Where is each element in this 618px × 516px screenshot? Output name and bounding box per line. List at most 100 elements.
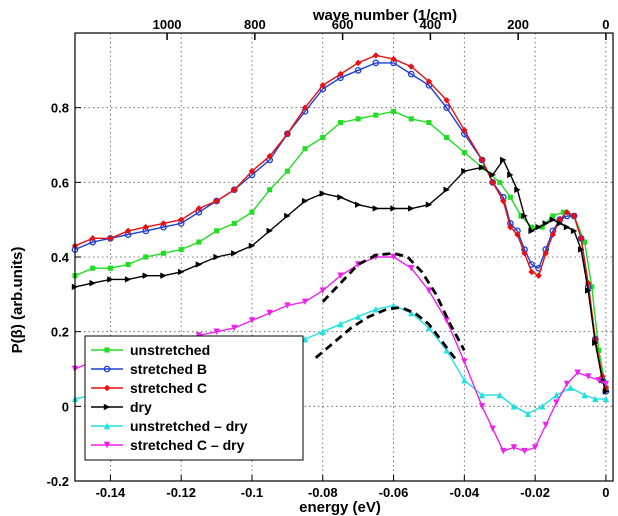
data-point <box>574 369 581 376</box>
data-point <box>461 126 468 134</box>
x-tick-label: -0.06 <box>379 485 409 500</box>
data-point <box>354 66 362 74</box>
data-point <box>284 168 290 174</box>
data-point <box>563 209 571 216</box>
data-point <box>319 328 326 335</box>
x-tick-label: -0.04 <box>450 485 480 500</box>
data-point <box>195 261 203 268</box>
data-point <box>390 253 397 261</box>
data-point <box>319 82 326 89</box>
y-tick-label: 0.8 <box>51 101 69 116</box>
legend-box <box>84 335 304 461</box>
data-point <box>582 239 588 245</box>
data-point <box>444 134 450 141</box>
y-tick-label: 0 <box>62 399 69 414</box>
data-point <box>337 194 344 201</box>
data-point <box>595 377 603 384</box>
data-point <box>195 205 203 212</box>
y-tick-label: -0.2 <box>47 474 69 489</box>
data-point <box>267 187 273 193</box>
data-point <box>478 403 486 410</box>
data-point <box>142 272 149 279</box>
data-point <box>302 146 308 152</box>
data-point <box>443 104 451 112</box>
data-point <box>231 250 238 257</box>
data-point <box>539 224 545 230</box>
data-point <box>284 212 291 220</box>
data-point <box>231 324 238 332</box>
legend: unstretched stretched B stretched C dry unst… <box>84 335 304 461</box>
data-point <box>248 317 256 324</box>
x-tick-label: -0.1 <box>241 485 263 500</box>
data-point <box>542 220 549 227</box>
data-point <box>337 321 344 328</box>
data-point <box>390 108 397 114</box>
data-point <box>214 228 220 234</box>
x-tick-label: 0 <box>602 485 609 500</box>
data-point <box>337 70 344 78</box>
data-point <box>560 209 567 215</box>
data-point <box>408 265 415 272</box>
data-point <box>107 265 113 271</box>
ticks: -0.14 -0.12 -0.1 -0.08 -0.06 -0.04 -0.02 0 -0.2 0… <box>47 17 610 500</box>
y-tick-label: 0.2 <box>51 325 69 340</box>
data-point <box>407 70 415 78</box>
data-point <box>178 246 184 253</box>
data-point <box>408 116 414 122</box>
data-point <box>497 179 503 185</box>
data-point <box>528 227 535 235</box>
data-point <box>284 302 291 309</box>
data-point <box>284 130 291 137</box>
fit-curve <box>321 251 466 351</box>
data-point <box>581 391 588 399</box>
data-point <box>372 52 380 59</box>
data-point <box>390 55 397 63</box>
legend-marker <box>103 441 111 449</box>
x-axis-label: energy (eV) <box>299 499 381 516</box>
data-point <box>426 120 432 126</box>
data-point <box>585 373 592 380</box>
top-tick-label: 800 <box>244 17 266 32</box>
data-point <box>596 347 602 353</box>
data-point <box>489 179 496 186</box>
data-point <box>443 317 450 324</box>
data-point <box>602 395 610 403</box>
data-point <box>585 279 592 287</box>
data-point <box>390 205 397 212</box>
data-point <box>354 313 362 320</box>
data-point <box>577 235 585 242</box>
data-point <box>301 197 309 205</box>
data-point <box>553 399 560 406</box>
data-point <box>570 212 578 220</box>
data-point <box>563 223 571 231</box>
data-point <box>337 272 344 279</box>
series-3 <box>71 156 610 395</box>
data-point <box>478 391 486 399</box>
data-point <box>90 265 96 271</box>
data-point <box>425 324 433 332</box>
legend-label: unstretched <box>130 342 210 358</box>
y-tick-label: 0.4 <box>51 250 70 265</box>
data-point <box>143 254 149 260</box>
data-point <box>535 223 542 231</box>
data-point <box>124 227 132 235</box>
data-point <box>196 239 202 245</box>
data-point <box>372 205 380 212</box>
data-point <box>602 384 610 391</box>
data-point <box>248 167 256 175</box>
data-point <box>524 410 532 417</box>
data-point <box>539 403 546 410</box>
data-point <box>195 332 203 339</box>
data-point <box>107 235 114 242</box>
data-point <box>585 287 592 294</box>
data-point <box>500 447 507 455</box>
data-point <box>408 63 415 70</box>
top-tick-label: 200 <box>507 17 529 32</box>
data-point <box>425 201 433 208</box>
data-point <box>177 268 185 276</box>
data-point <box>266 309 273 317</box>
y-tick-label: 0.6 <box>51 175 69 190</box>
data-point <box>496 391 503 399</box>
data-point <box>478 164 486 171</box>
data-point <box>507 223 514 231</box>
